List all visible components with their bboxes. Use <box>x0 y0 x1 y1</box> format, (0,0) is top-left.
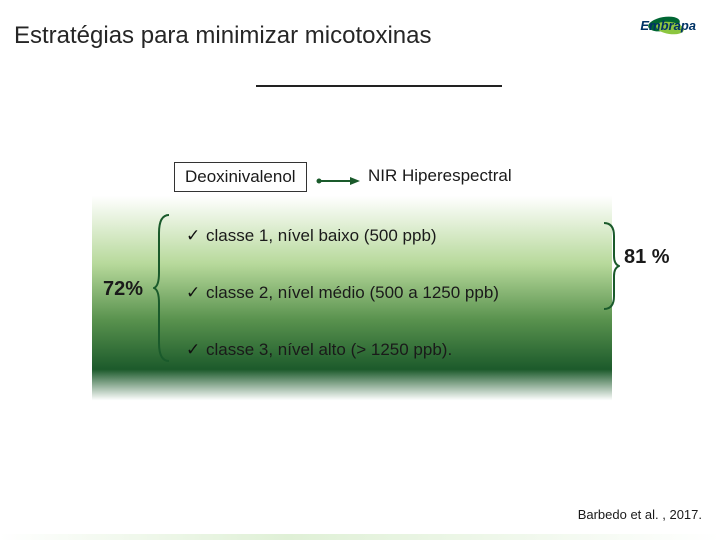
percent-right: 81 % <box>624 246 670 269</box>
title-underline <box>256 85 502 87</box>
arrow-icon <box>316 176 360 186</box>
check-icon: ✓ <box>186 283 202 303</box>
bullet-item-2: ✓classe 2, nível médio (500 a 1250 ppb) <box>186 283 499 303</box>
check-icon: ✓ <box>186 340 202 360</box>
left-brace-icon <box>153 213 173 363</box>
right-brace-icon <box>600 221 620 311</box>
footer-strip <box>0 534 720 540</box>
bullet-item-3: ✓classe 3, nível alto (> 1250 ppb). <box>186 340 452 360</box>
logo-text: Embrapa <box>640 18 696 33</box>
bullet-text: classe 3, nível alto (> 1250 ppb). <box>206 340 452 359</box>
nir-label: NIR Hiperespectral <box>368 166 512 186</box>
citation: Barbedo et al. , 2017. <box>578 507 702 522</box>
bullet-text: classe 1, nível baixo (500 ppb) <box>206 226 437 245</box>
bullet-item-1: ✓classe 1, nível baixo (500 ppb) <box>186 226 437 246</box>
check-icon: ✓ <box>186 226 202 246</box>
term-box: Deoxinivalenol <box>174 162 307 192</box>
percent-left: 72% <box>103 278 143 301</box>
bullet-text: classe 2, nível médio (500 a 1250 ppb) <box>206 283 499 302</box>
page-title: Estratégias para minimizar micotoxinas <box>14 22 431 50</box>
